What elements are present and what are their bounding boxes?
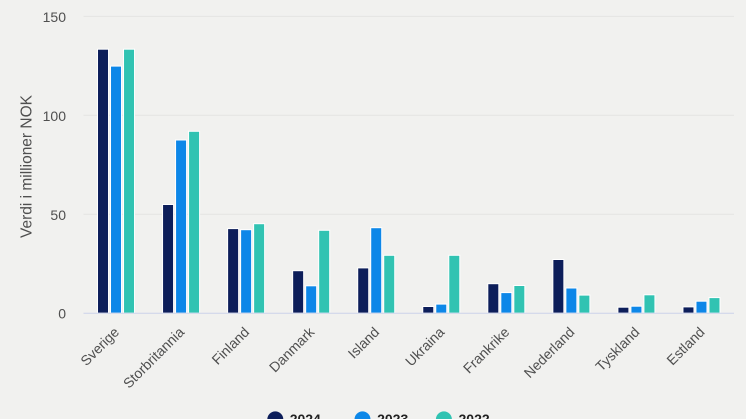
svg-text:0: 0 <box>58 306 66 322</box>
svg-text:2022: 2022 <box>459 411 490 419</box>
svg-text:2023: 2023 <box>377 411 408 419</box>
svg-text:150: 150 <box>43 9 67 25</box>
svg-text:Verdi i millioner NOK: Verdi i millioner NOK <box>19 94 36 238</box>
svg-text:100: 100 <box>43 108 67 124</box>
svg-text:50: 50 <box>50 207 66 223</box>
svg-text:2024: 2024 <box>290 411 321 419</box>
